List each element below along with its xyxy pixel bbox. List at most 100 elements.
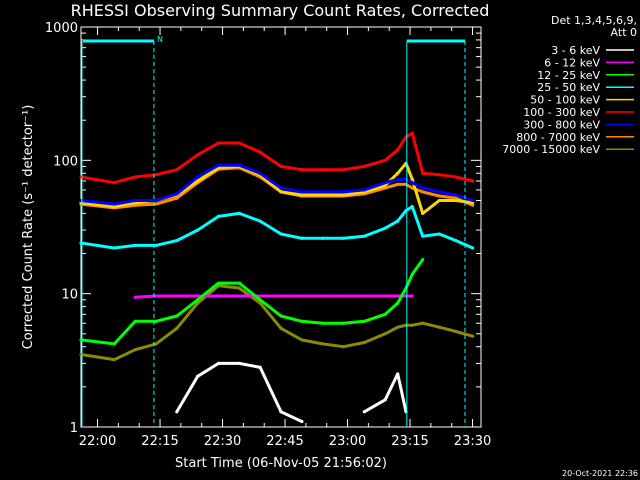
legend-label: 300 - 800 keV [523, 118, 600, 131]
data-point [175, 326, 179, 330]
data-point [237, 361, 241, 365]
data-point [196, 298, 200, 302]
plot-frame [80, 26, 482, 428]
legend-label: 50 - 100 keV [530, 94, 600, 107]
data-point [410, 204, 414, 209]
data-point [421, 211, 425, 215]
legend-label: 25 - 50 keV [537, 81, 600, 94]
data-point [321, 294, 325, 298]
data-point [396, 171, 400, 175]
data-point [471, 201, 475, 205]
data-point [383, 226, 387, 230]
data-point [421, 186, 425, 190]
data-point [300, 319, 304, 323]
data-point [471, 179, 475, 183]
data-point [216, 214, 221, 218]
data-point [362, 340, 366, 345]
data-point [341, 236, 346, 240]
data-point [258, 219, 262, 223]
data-point [421, 234, 425, 238]
footer-timestamp: 20-Oct-2021 22:36 [562, 469, 638, 478]
data-point [196, 294, 200, 298]
data-point [133, 319, 137, 323]
data-point [454, 193, 458, 197]
data-point [341, 190, 346, 194]
data-point [258, 171, 262, 175]
data-point [300, 419, 304, 424]
data-point [175, 196, 179, 200]
data-point [362, 164, 366, 169]
data-point [362, 188, 366, 192]
data-point [237, 163, 241, 167]
data-point [341, 345, 346, 349]
data-point [154, 294, 158, 298]
data-point [396, 325, 400, 329]
data-point [410, 323, 414, 327]
series-line [80, 131, 474, 185]
data-point [362, 234, 366, 238]
data-point [175, 294, 179, 298]
data-point [112, 181, 116, 185]
data-point [383, 398, 387, 402]
data-point [396, 182, 400, 186]
x-tick-label: 22:30 [204, 434, 241, 449]
data-point [454, 198, 458, 203]
data-point [258, 365, 262, 369]
data-point [471, 246, 475, 250]
data-point [154, 243, 158, 248]
data-point [321, 190, 325, 194]
data-point [383, 312, 387, 316]
series-line [175, 361, 303, 423]
data-point [437, 232, 441, 236]
data-point [396, 177, 400, 181]
data-point [396, 294, 400, 298]
data-point [383, 186, 387, 190]
series-line [80, 258, 424, 346]
data-point [300, 168, 304, 172]
data-point [321, 321, 325, 325]
data-point [237, 286, 241, 290]
data-point [196, 179, 200, 183]
data-point [175, 239, 179, 243]
data-point [258, 294, 262, 298]
data-point [237, 281, 241, 285]
data-point [300, 294, 304, 298]
data-point [454, 196, 458, 200]
y-tick-label: 1000 [45, 21, 78, 36]
data-point [300, 190, 304, 194]
data-point [437, 194, 441, 198]
data-point [237, 294, 241, 298]
data-point [421, 190, 425, 194]
data-point [421, 171, 425, 175]
data-point [410, 186, 414, 190]
data-point [258, 298, 262, 302]
data-point [154, 319, 158, 323]
x-tick-label: 22:15 [141, 434, 178, 449]
legend-label: 6 - 12 keV [544, 56, 600, 69]
series-line [135, 294, 413, 299]
data-point [258, 150, 262, 154]
data-point [216, 163, 221, 167]
y-axis-label: Corrected Count Rate (s⁻¹ detector⁻¹) [21, 105, 36, 350]
x-tick-label: 22:00 [79, 434, 116, 449]
data-point [133, 175, 137, 179]
data-point [216, 141, 221, 145]
data-point [362, 294, 366, 298]
data-point [279, 410, 283, 414]
data-point [216, 294, 221, 298]
data-point [471, 203, 475, 207]
data-point [196, 153, 200, 157]
data-point [321, 236, 325, 240]
data-point [383, 294, 387, 298]
legend-label: 800 - 7000 keV [516, 131, 600, 144]
y-tick-label: 1 [70, 421, 78, 436]
chart-title: RHESSI Observing Summary Count Rates, Co… [71, 1, 490, 20]
x-tick-label: 22:45 [266, 434, 303, 449]
data-point [437, 325, 441, 329]
data-point [175, 168, 179, 172]
data-point [410, 177, 414, 181]
night-flag-label: N [157, 35, 163, 44]
series-line [80, 163, 474, 206]
data-point [154, 342, 158, 346]
